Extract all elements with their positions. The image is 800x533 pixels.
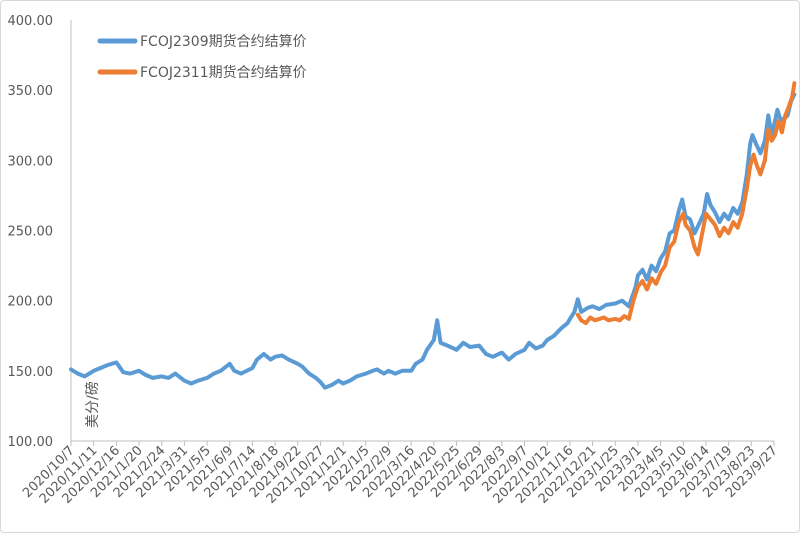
y-tick-label: 200.00 [8,295,54,310]
legend: FCOJ2309期货合约结算价 FCOJ2311期货合约结算价 [97,33,307,81]
series-lines [69,81,797,390]
x-axis: 2020/10/72020/11/112020/12/162021/1/2020… [20,440,781,507]
y-tick-label: 300.00 [8,154,54,169]
legend-label-fcoj2309: FCOJ2309期货合约结算价 [140,33,307,50]
y-tick-label: 100.00 [8,435,54,450]
y-tick-label: 250.00 [8,225,54,240]
y-tick-label: 150.00 [8,365,54,380]
series-line-fcoj2311 [575,81,797,326]
legend-label-fcoj2311: FCOJ2311期货合约结算价 [140,64,307,81]
series-line-fcoj2309 [69,92,797,390]
y-axis: 100.00 150.00 200.00 250.00 300.00 350.00 400.… [8,14,72,450]
y-tick-label: 350.00 [8,84,54,99]
y-tick-label: 400.00 [8,14,54,29]
y-axis-unit-label: 美分/磅 [84,381,101,428]
